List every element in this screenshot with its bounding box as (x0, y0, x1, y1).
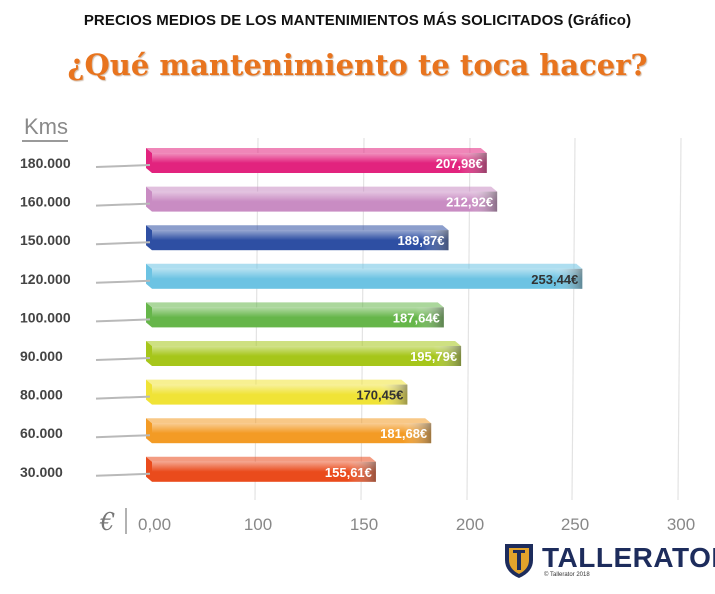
bar-top-face (146, 148, 487, 153)
data-label: 189,87€ (398, 233, 445, 248)
y-axis-label-underline (22, 140, 68, 142)
data-label: 181,68€ (380, 426, 427, 441)
bar-highlight (152, 346, 462, 356)
bar-top-face (146, 302, 444, 308)
data-label: 170,45€ (356, 388, 403, 403)
chart-subtitle: ¿Qué mantenimiento te toca hacer? (67, 48, 648, 82)
bar-side-face (146, 379, 152, 405)
bar-end-shade (420, 230, 449, 251)
bar-side-face (146, 263, 152, 289)
bar-highlight (152, 153, 487, 163)
y-tick-label: 180.000 (20, 155, 71, 171)
data-label: 195,79€ (410, 349, 457, 364)
y-tick-line (95, 164, 151, 168)
bar-top-face (146, 418, 432, 424)
y-tick-line (95, 395, 151, 400)
y-tick-label: 80.000 (20, 387, 63, 403)
bar-end-shade (347, 461, 376, 482)
bar-highlight (152, 268, 583, 279)
bar-end-shade (433, 346, 462, 366)
x-tick-label: 100 (244, 515, 272, 534)
bar-group: 189,87€ (146, 225, 449, 251)
bar-end-shade (554, 268, 583, 289)
bar-side-face (146, 456, 152, 482)
bar-highlight (152, 461, 376, 472)
bar-top-face (146, 225, 449, 231)
gridline (571, 137, 576, 501)
y-tick-line (95, 241, 151, 246)
x-tick-label: 150 (350, 515, 378, 534)
gridline (677, 137, 682, 501)
bar-group: 187,64€ (146, 302, 444, 328)
y-tick-line (95, 279, 151, 284)
data-label: 155,61€ (325, 465, 372, 480)
y-axis-label: Kms (24, 114, 68, 139)
brand-name: TALLERATOR (542, 542, 715, 573)
bar-side-face (146, 186, 152, 212)
bar-end-shade (469, 191, 498, 212)
bar-end-shade (379, 384, 408, 405)
y-tick-label: 150.000 (20, 232, 71, 248)
bar-side-face (146, 418, 152, 444)
bar-highlight (152, 423, 432, 434)
bar-top-face (146, 379, 408, 385)
bar-top-face (146, 341, 462, 346)
y-tick-label: 30.000 (20, 464, 63, 480)
chart-title: PRECIOS MEDIOS DE LOS MANTENIMIENTOS MÁS… (83, 12, 632, 29)
bar-side-face (146, 341, 152, 366)
y-tick-line (95, 202, 151, 207)
bar-end-shade (403, 423, 432, 444)
bar-top-face (146, 456, 376, 462)
y-tick-label: 120.000 (20, 271, 71, 287)
y-tick-label: 60.000 (20, 425, 63, 441)
bar-group: 212,92€ (146, 186, 498, 212)
bar-end-shade (415, 307, 444, 328)
y-tick-line (95, 357, 151, 361)
bar-group: 253,44€ (146, 263, 583, 289)
bar-group: 170,45€ (146, 379, 408, 405)
data-label: 212,92€ (446, 195, 493, 210)
y-tick-line (95, 434, 151, 439)
bar-highlight (152, 384, 408, 395)
bar-highlight (152, 307, 444, 318)
bar-side-face (146, 302, 152, 328)
bar-side-face (146, 225, 152, 251)
y-tick-label: 100.000 (20, 309, 71, 325)
data-label: 253,44€ (531, 272, 578, 287)
brand-copyright: © Tallerator 2018 (544, 572, 590, 578)
bar-side-face (146, 148, 152, 173)
bar-top-face (146, 263, 583, 269)
x-tick-label: 0,00 (138, 515, 171, 534)
data-label: 207,98€ (436, 156, 483, 171)
bar-group: 207,98€ (146, 148, 487, 173)
x-tick-label: 200 (456, 515, 484, 534)
shield-icon (505, 544, 533, 578)
x-axis-label: € (99, 508, 115, 536)
x-tick-label: 300 (667, 515, 695, 534)
tallerator-logo: TALLERATOR © Tallerator 2018 (502, 540, 715, 588)
y-tick-label: 90.000 (20, 348, 63, 364)
y-tick-line (95, 472, 151, 477)
bar-group: 155,61€ (146, 456, 376, 482)
bar-highlight (152, 191, 498, 202)
bar-highlight (152, 230, 449, 241)
bar-group: 181,68€ (146, 418, 432, 444)
data-label: 187,64€ (393, 310, 440, 325)
y-tick-line (95, 318, 151, 323)
bar-end-shade (458, 153, 487, 173)
bar-group: 195,79€ (146, 341, 462, 366)
x-tick-label: 250 (561, 515, 589, 534)
y-tick-label: 160.000 (20, 194, 71, 210)
bar-top-face (146, 186, 498, 192)
